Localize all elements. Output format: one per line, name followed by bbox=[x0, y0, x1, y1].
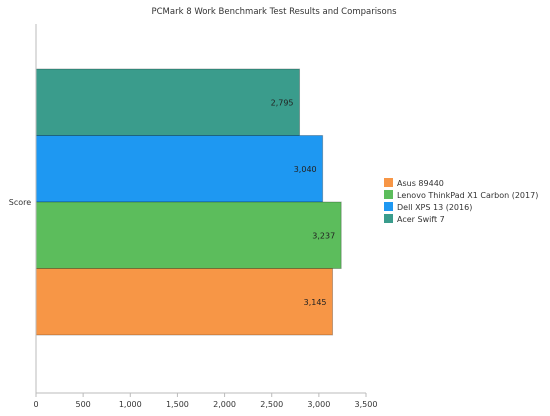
legend-item-asus-89440[interactable]: Asus 89440 bbox=[384, 178, 444, 188]
legend-item-acer-swift-7[interactable]: Acer Swift 7 bbox=[384, 214, 445, 224]
bar-group bbox=[36, 69, 341, 335]
legend[interactable]: Asus 89440 Lenovo ThinkPad X1 Carbon (201… bbox=[384, 178, 538, 224]
x-tick-label: 1,500 bbox=[166, 400, 189, 409]
legend-item-lenovo-thinkpad-x1-carbon-2017[interactable]: Lenovo ThinkPad X1 Carbon (2017) bbox=[384, 190, 538, 200]
x-tick-label: 2,000 bbox=[213, 400, 236, 409]
bar-asus-89440[interactable] bbox=[36, 269, 333, 336]
data-label-lenovo-thinkpad-x1-carbon-2017: 3,237 bbox=[312, 231, 335, 240]
legend-item-dell-xps-13-2016[interactable]: Dell XPS 13 (2016) bbox=[384, 202, 472, 212]
chart-title: PCMark 8 Work Benchmark Test Results and… bbox=[151, 7, 397, 17]
data-label-asus-89440: 3,145 bbox=[304, 298, 327, 307]
x-tick-label: 0 bbox=[33, 400, 38, 409]
bar-lenovo-thinkpad-x1-carbon-2017[interactable] bbox=[36, 202, 341, 269]
x-tick-label: 3,500 bbox=[355, 400, 378, 409]
x-tick-label: 500 bbox=[76, 400, 91, 409]
legend-label: Acer Swift 7 bbox=[397, 215, 445, 224]
legend-swatch bbox=[384, 178, 393, 187]
legend-label: Lenovo ThinkPad X1 Carbon (2017) bbox=[397, 191, 538, 200]
x-tick-label: 2,500 bbox=[260, 400, 283, 409]
x-tick-label: 1,000 bbox=[119, 400, 142, 409]
data-label-dell-xps-13-2016: 3,040 bbox=[294, 165, 317, 174]
x-tick-label: 3,000 bbox=[307, 400, 330, 409]
legend-label: Asus 89440 bbox=[397, 179, 444, 188]
legend-swatch bbox=[384, 190, 393, 199]
legend-swatch bbox=[384, 202, 393, 211]
data-label-acer-swift-7: 2,795 bbox=[271, 98, 294, 107]
bar-dell-xps-13-2016[interactable] bbox=[36, 136, 323, 203]
bar-acer-swift-7[interactable] bbox=[36, 69, 300, 136]
category-label-score: Score bbox=[9, 198, 31, 207]
legend-label: Dell XPS 13 (2016) bbox=[397, 203, 472, 212]
legend-swatch bbox=[384, 214, 393, 223]
